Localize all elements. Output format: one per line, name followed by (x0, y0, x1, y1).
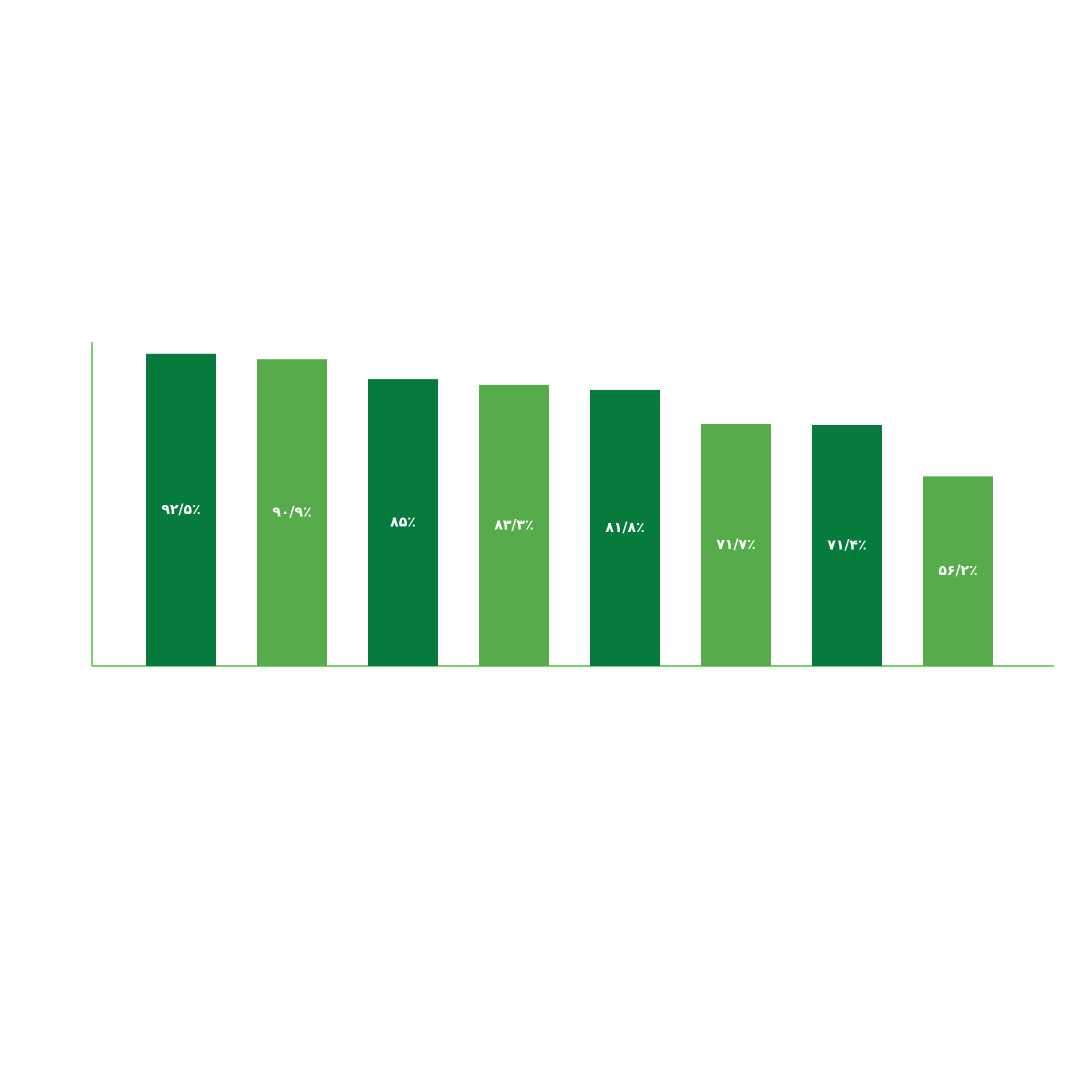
value-label: ۹۲/۵٪ (161, 502, 200, 518)
value-label: ۹۰/۹٪ (272, 505, 311, 521)
value-label: ۷۱/۷٪ (716, 537, 755, 553)
value-label: ۸۱/۸٪ (605, 520, 644, 536)
value-label: ۸۵٪ (390, 515, 416, 531)
bar (257, 359, 327, 666)
bar (479, 384, 549, 666)
value-label: ۵۶/۲٪ (938, 563, 977, 579)
bar (701, 424, 771, 666)
value-label: ۸۳/۳٪ (494, 517, 533, 533)
bar (146, 353, 216, 666)
bar (923, 476, 993, 666)
bar (368, 379, 438, 666)
bar (590, 389, 660, 666)
bar (812, 425, 882, 666)
value-label: ۷۱/۴٪ (827, 538, 866, 554)
